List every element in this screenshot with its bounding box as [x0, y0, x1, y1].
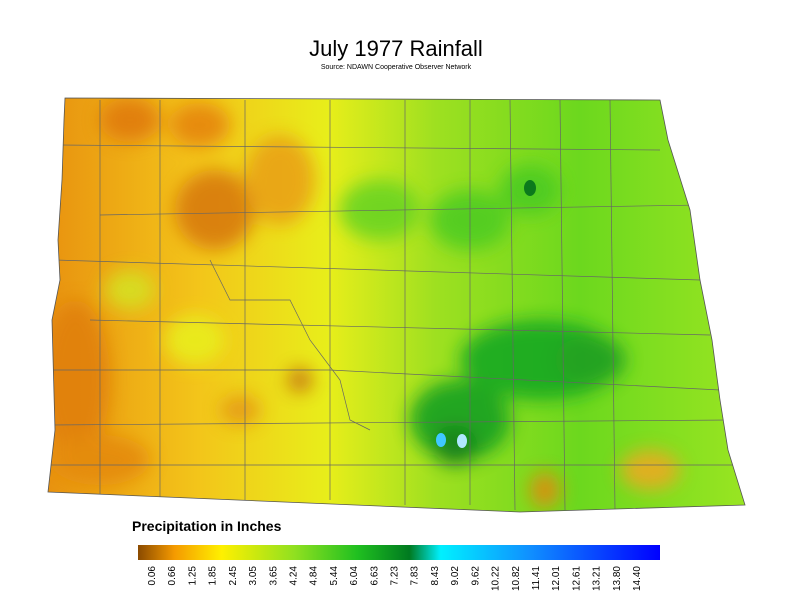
legend-ticks: 0.06 0.66 1.25 1.85 2.45 3.05 3.65 4.24 4.84 5.44… [147, 566, 643, 591]
legend-tick-label: 6.04 [349, 566, 360, 586]
rainfall-map [48, 98, 745, 512]
map-source: Source: NDAWN Cooperative Observer Netwo… [321, 64, 472, 71]
legend-tick-label: 10.22 [491, 566, 502, 591]
legend-tick-label: 1.25 [187, 566, 198, 586]
map-title: July 1977 Rainfall [309, 36, 483, 61]
legend-tick-label: 5.44 [329, 566, 340, 586]
legend-tick-label: 7.23 [390, 566, 401, 586]
legend-tick-label: 6.63 [369, 566, 380, 586]
legend-tick-label: 0.06 [147, 566, 158, 586]
legend-tick-label: 4.24 [288, 566, 299, 586]
legend-tick-label: 13.21 [592, 566, 603, 591]
legend-tick-label: 7.83 [410, 566, 421, 586]
legend-tick-label: 12.61 [571, 566, 582, 591]
legend-tick-label: 12.01 [551, 566, 562, 591]
legend-tick-label: 3.65 [268, 566, 279, 586]
legend-tick-label: 11.41 [531, 566, 542, 591]
legend-tick-label: 14.40 [632, 566, 643, 591]
legend-tick-label: 1.85 [208, 566, 219, 586]
legend-tick-label: 13.80 [612, 566, 623, 591]
legend-tick-label: 0.66 [167, 566, 178, 586]
color-bar [138, 545, 660, 560]
legend-tick-label: 3.05 [248, 566, 259, 586]
legend-tick-label: 8.43 [430, 566, 441, 586]
legend-tick-label: 10.82 [511, 566, 522, 591]
legend-tick-label: 2.45 [228, 566, 239, 586]
legend-title: Precipitation in Inches [132, 518, 282, 534]
legend-tick-label: 4.84 [309, 566, 320, 586]
legend-tick-label: 9.02 [450, 566, 461, 586]
legend-tick-label: 9.62 [470, 566, 481, 586]
